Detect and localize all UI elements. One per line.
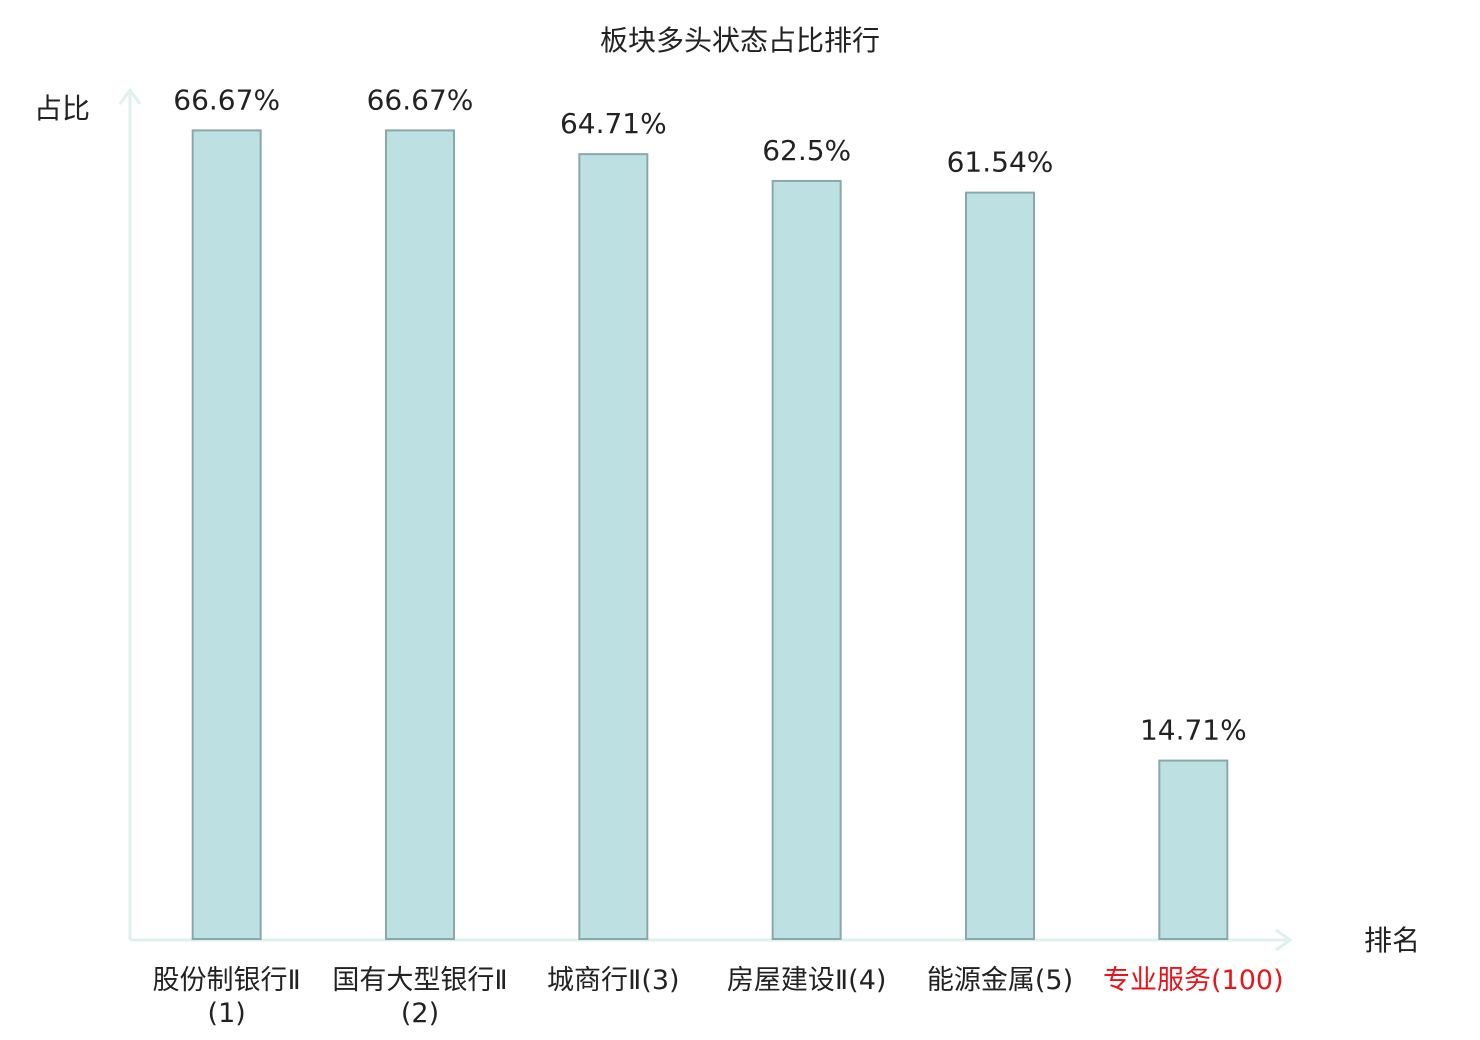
bar: [1158, 759, 1229, 940]
x-axis-label: 排名: [1364, 924, 1420, 957]
x-tick-label: 房屋建设Ⅱ(4): [726, 965, 887, 996]
value-label: 64.71%: [560, 107, 667, 140]
value-label: 66.67%: [367, 83, 474, 116]
bar: [771, 179, 842, 940]
x-tick-label: 专业服务(100): [1103, 965, 1284, 996]
y-axis-label: 占比: [34, 92, 90, 125]
bar: [965, 191, 1035, 940]
bar: [385, 129, 455, 941]
axes: [118, 87, 1293, 952]
bar: [578, 153, 649, 940]
value-label: 61.54%: [947, 146, 1054, 179]
value-label: 62.5%: [762, 134, 851, 167]
chart-title: 板块多头状态占比排行: [600, 24, 880, 57]
value-label: 66.67%: [173, 83, 280, 116]
y-axis-arrow: [118, 87, 142, 105]
x-tick-label: 能源金属(5): [926, 965, 1074, 996]
value-label: 14.71%: [1140, 714, 1247, 747]
x-tick-label: 国有大型银行Ⅱ(2): [332, 965, 508, 1029]
x-tick-label: 城商行Ⅱ(3): [547, 965, 680, 996]
x-axis-arrow: [1275, 928, 1293, 952]
x-tick-label: 股份制银行Ⅱ(1): [152, 965, 301, 1029]
bar: [191, 129, 262, 941]
